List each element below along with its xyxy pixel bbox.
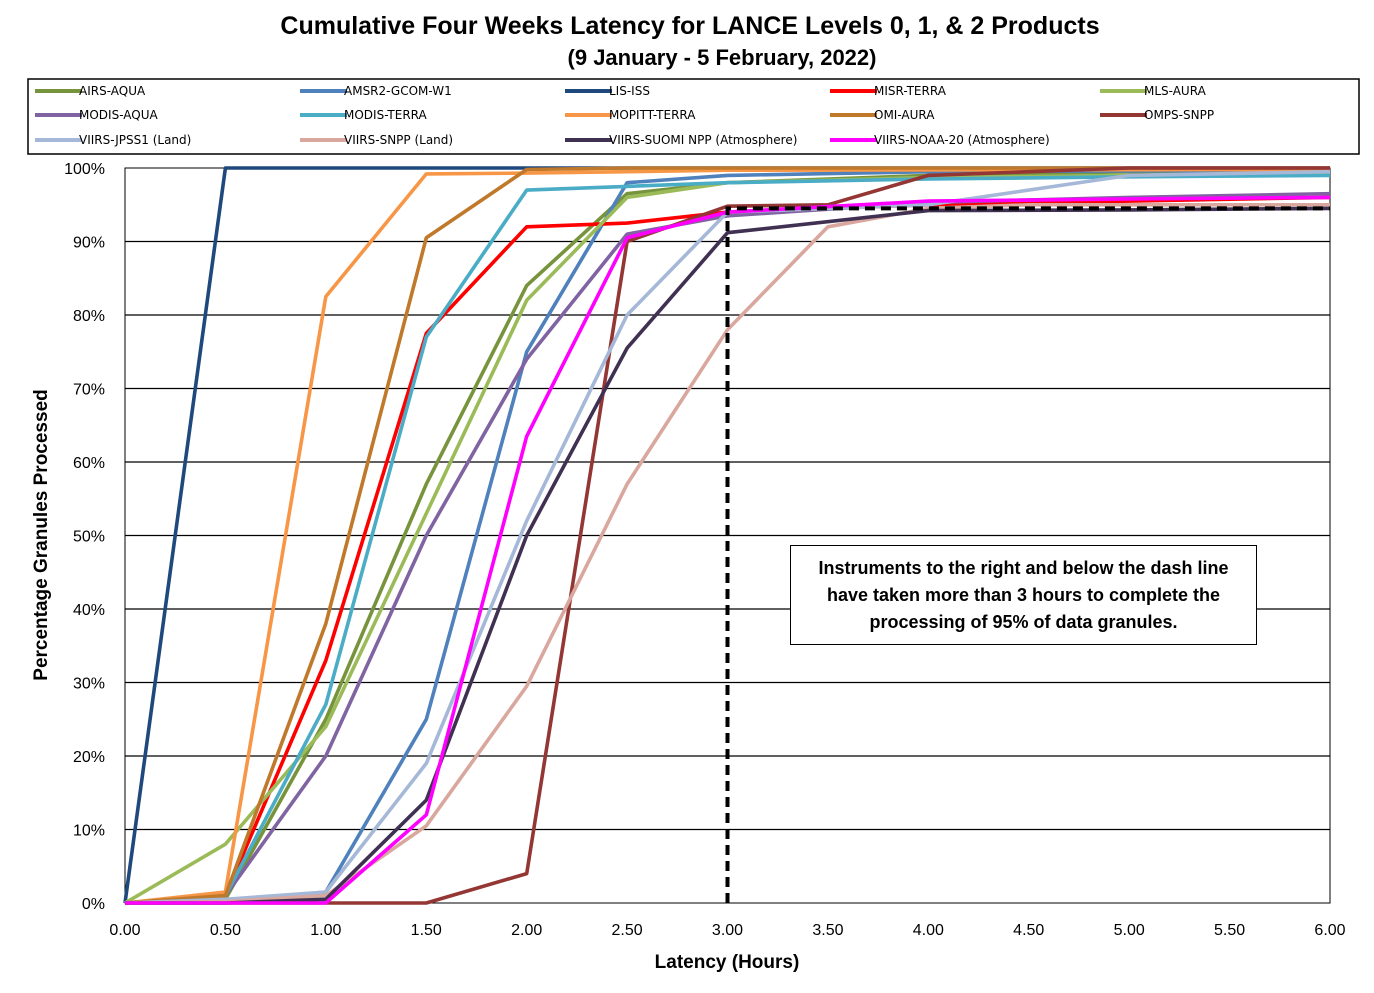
legend-label: MODIS-TERRA [344, 108, 428, 122]
x-tick-label: 2.50 [612, 922, 643, 939]
y-tick-label: 90% [73, 235, 105, 252]
series-line-modis-terra [124, 173, 1331, 905]
legend-label: MOPITT-TERRA [609, 108, 696, 122]
series-line-viirs-snpp-land [124, 203, 1330, 905]
x-tick-label: 1.00 [310, 922, 341, 939]
series-lines [123, 166, 1331, 905]
y-tick-label: 20% [73, 749, 105, 766]
legend-label: MLS-AURA [1144, 84, 1207, 98]
y-axis-label: Percentage Granules Processed [31, 389, 52, 680]
legend-label: VIIRS-SUOMI NPP (Atmosphere) [609, 133, 797, 147]
x-tick-label: 3.50 [812, 922, 843, 939]
y-tick-label: 10% [73, 823, 105, 840]
x-tick-label: 0.00 [109, 922, 140, 939]
x-tick-label: 3.00 [712, 922, 743, 939]
series-line-airs-aqua [124, 169, 1331, 905]
x-tick-label: 4.50 [1013, 922, 1044, 939]
series-line-viirs-jpss1-land [124, 169, 1331, 905]
legend-label: VIIRS-SNPP (Land) [344, 133, 453, 147]
y-tick-label: 60% [73, 455, 105, 472]
x-axis-label: Latency (Hours) [655, 952, 800, 973]
y-tick-label: 0% [82, 896, 105, 913]
chart-title: Cumulative Four Weeks Latency for LANCE … [280, 12, 1099, 40]
x-tick-label: 5.50 [1214, 922, 1245, 939]
x-tick-label: 0.50 [210, 922, 241, 939]
x-tick-label: 2.00 [511, 922, 542, 939]
y-tick-label: 80% [73, 308, 105, 325]
y-tick-label: 30% [73, 676, 105, 693]
series-line-misr-terra [124, 195, 1331, 905]
y-tick-label: 70% [73, 382, 105, 399]
annotation-box: Instruments to the right and below the d… [790, 545, 1257, 645]
x-tick-label: 6.00 [1314, 922, 1345, 939]
y-tick-label: 100% [64, 161, 105, 178]
legend-label: LIS-ISS [609, 84, 650, 98]
x-tick-label: 1.50 [411, 922, 442, 939]
legend-label: VIIRS-NOAA-20 (Atmosphere) [874, 133, 1050, 147]
y-tick-label: 40% [73, 602, 105, 619]
threshold-line [725, 206, 1330, 903]
y-tick-label: 50% [73, 529, 105, 546]
legend-label: OMI-AURA [874, 108, 935, 122]
legend-label: OMPS-SNPP [1144, 108, 1214, 122]
series-line-viirs-noaa-20-atmosphere [125, 195, 1331, 905]
legend-label: MODIS-AQUA [79, 108, 158, 122]
threshold-dashed-line [725, 206, 1330, 903]
x-axis-ticks: 0.00 0.50 1.00 1.50 2.00 2.50 3.00 3.50 4.00 4.50… [109, 922, 1345, 939]
y-axis-ticks: 0% 10% 20% 30% 40% 50% 60% 70% 80% 90% 100% [64, 161, 105, 913]
legend-label: MISR-TERRA [874, 84, 947, 98]
x-tick-label: 4.00 [913, 922, 944, 939]
chart-subtitle: (9 January - 5 February, 2022) [568, 45, 877, 70]
legend-label: VIIRS-JPSS1 (Land) [79, 133, 191, 147]
legend: AIRS-AQUA AMSR2-GCOM-W1 LIS-ISS MISR-TERRA M… [35, 84, 1214, 147]
legend-label: AIRS-AQUA [79, 84, 146, 98]
legend-label: AMSR2-GCOM-W1 [344, 84, 452, 98]
x-tick-label: 5.00 [1114, 922, 1145, 939]
series-line-mopitt-terra [124, 167, 1331, 905]
series-line-omi-aura [124, 166, 1330, 905]
